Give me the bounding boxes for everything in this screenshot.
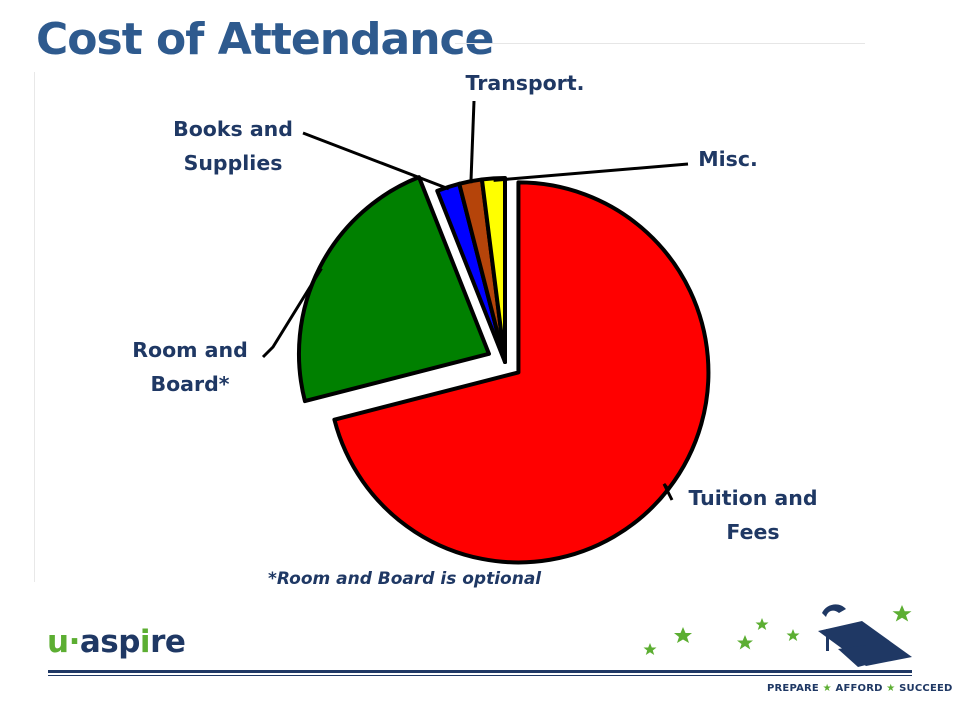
footer-rule [48,670,912,673]
title-divider [455,43,865,44]
tagline-succeed: SUCCEED [899,683,953,694]
left-divider [34,72,35,582]
tagline-afford: AFFORD [835,683,883,694]
logo-prefix: u [47,624,69,660]
star-icons [643,605,912,655]
star-icon [643,643,657,655]
star-icon [892,605,912,622]
leader-line [302,131,450,191]
slide-title: Cost of Attendance [36,14,494,65]
logo-suffix: re [150,624,186,660]
pie-slice-tuition-and-fees [332,180,711,565]
star-icon [674,627,692,643]
leader-line [493,162,689,182]
logo-main: asp [79,624,141,660]
slice-label: Room and Board* [132,338,248,396]
graduation-cap-icon [818,604,912,667]
pie-slice-room-and-board [296,175,491,404]
slice-label: Transport. [466,71,585,95]
tagline-star-icon: ★ [822,683,832,694]
leader-line [261,267,323,359]
slice-labels: Tuition and Fees Room and Board* Books and Su… [132,71,817,544]
slice-label: Books and Supplies [173,117,293,175]
logo-accent: i [139,624,151,660]
logo-dot: · [68,624,81,660]
pie-chart: Tuition and Fees Room and Board* Books and Su… [132,71,818,565]
tagline: PREPARE ★ AFFORD ★ SUCCEED [767,683,953,694]
star-icon [786,629,800,641]
pie-slices [296,175,711,565]
slice-label: Misc. [698,147,758,171]
footer-rule-thin [48,675,912,676]
star-icon [737,635,753,650]
tagline-star-icon: ★ [886,683,896,694]
decor-graphic [643,604,912,667]
leader-line [662,483,674,501]
leader-line [469,100,476,184]
star-icon [755,618,769,630]
footnote: *Room and Board is optional [268,569,542,589]
uaspire-logo[interactable]: u·aspire [47,624,186,660]
slice-label: Tuition and Fees [688,486,817,544]
tagline-prepare: PREPARE [767,683,819,694]
leader-lines [261,100,689,501]
